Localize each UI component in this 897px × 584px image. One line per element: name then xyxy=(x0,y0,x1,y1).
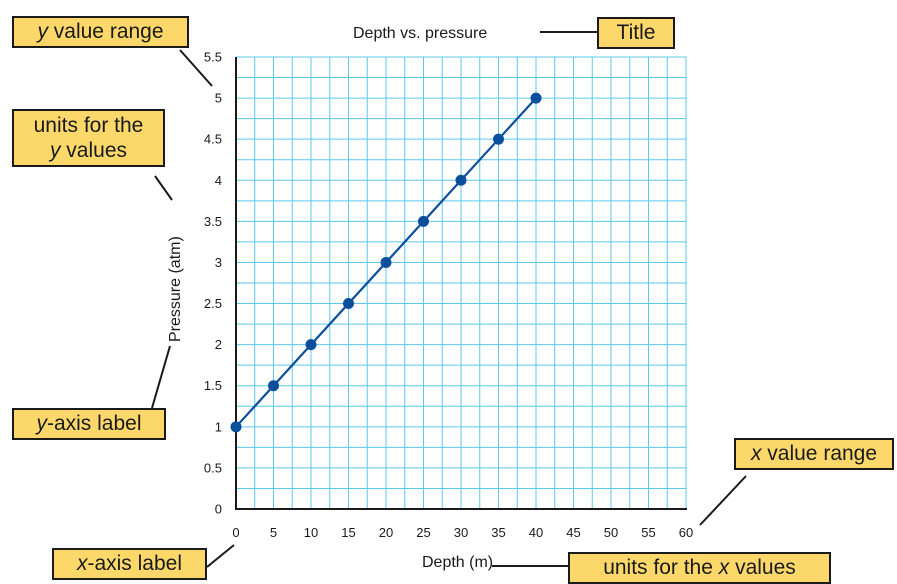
x-tick-label: 15 xyxy=(341,525,355,540)
x-axis-label: Depth (m) xyxy=(422,554,493,571)
y-tick-label: 3 xyxy=(215,255,222,270)
x-tick-label: 0 xyxy=(232,525,239,540)
x-tick-label: 25 xyxy=(416,525,430,540)
y-axis-label: Pressure (atm) xyxy=(167,236,184,342)
leader-x-range xyxy=(699,475,747,526)
leader-y-range xyxy=(179,49,213,87)
y-tick-label: 5 xyxy=(215,91,222,106)
callout-x-units: units for the x values xyxy=(568,552,831,584)
x-tick-label: 50 xyxy=(604,525,618,540)
data-point xyxy=(380,256,392,268)
y-tick-label: 4.5 xyxy=(204,132,222,147)
x-tick-label: 35 xyxy=(491,525,505,540)
x-tick-label: 45 xyxy=(566,525,580,540)
x-tick-label: 40 xyxy=(529,525,543,540)
x-tick-label: 5 xyxy=(270,525,277,540)
data-point xyxy=(343,298,354,310)
x-tick-label: 60 xyxy=(679,525,693,540)
y-tick-label: 2.5 xyxy=(204,296,222,311)
y-tick-label: 5.5 xyxy=(204,50,222,65)
data-point xyxy=(530,92,542,104)
callout-y-units: units for the y values xyxy=(12,109,165,167)
leader-x-axis-label xyxy=(206,544,235,568)
data-point xyxy=(418,215,429,227)
tick-labels: 0 5 10 15 20 25 30 35 40 45 50 55 6000.511.522.533.5… xyxy=(204,50,693,541)
callout-x-value-range: x value range xyxy=(734,438,894,470)
data-point xyxy=(268,380,279,392)
callout-x-axis-label: x-axis label xyxy=(52,548,207,580)
leader-lines xyxy=(151,31,747,568)
data-point xyxy=(305,339,317,351)
leader-y-units xyxy=(154,175,173,201)
axes xyxy=(235,57,687,510)
data-point xyxy=(455,174,467,186)
data-point xyxy=(230,421,242,433)
chart-title: Depth vs. pressure xyxy=(353,25,487,42)
callout-y-value-range: y value range xyxy=(12,16,189,48)
grid xyxy=(235,56,687,510)
data-point xyxy=(493,133,504,145)
x-tick-label: 10 xyxy=(304,525,318,540)
y-tick-label: 1 xyxy=(215,419,222,434)
y-tick-label: 0 xyxy=(215,502,222,517)
leader-y-axis-label xyxy=(151,345,171,409)
x-tick-label: 30 xyxy=(454,525,468,540)
series xyxy=(230,92,542,433)
y-tick-label: 0.5 xyxy=(204,460,222,475)
x-tick-label: 20 xyxy=(379,525,393,540)
callout-y-axis-label: y-axis label xyxy=(12,408,166,440)
y-tick-label: 3.5 xyxy=(204,214,222,229)
callout-title: Title xyxy=(597,17,675,49)
y-tick-label: 4 xyxy=(215,173,222,188)
y-tick-label: 1.5 xyxy=(204,378,222,393)
x-tick-label: 55 xyxy=(641,525,655,540)
y-tick-label: 2 xyxy=(215,337,222,352)
